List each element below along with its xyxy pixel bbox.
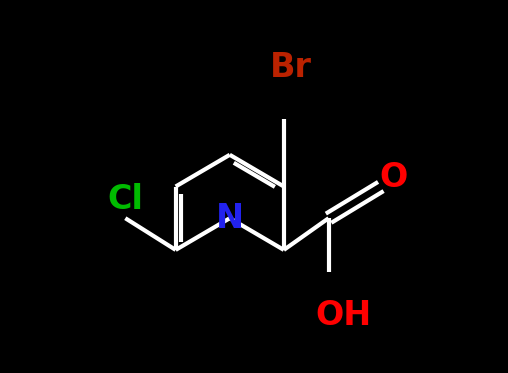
Text: Br: Br (270, 51, 312, 84)
Text: OH: OH (315, 299, 372, 332)
Text: Cl: Cl (107, 183, 143, 216)
Text: N: N (216, 202, 244, 235)
Text: O: O (380, 161, 408, 194)
